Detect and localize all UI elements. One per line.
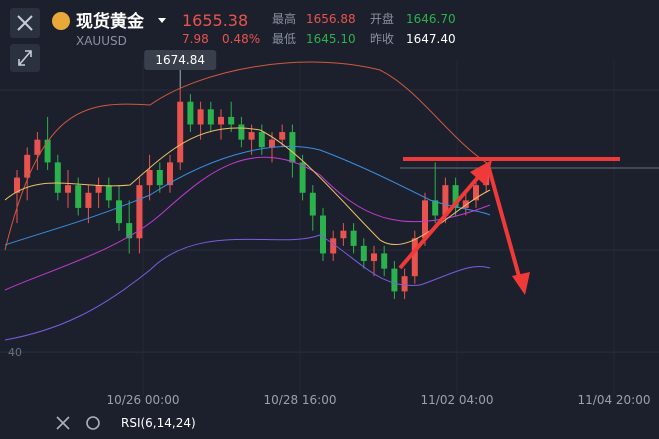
symbol-code: XAUUSD <box>76 34 127 48</box>
high-label: 最高 <box>272 11 296 26</box>
candle-body <box>24 154 31 178</box>
expand-icon <box>18 50 32 66</box>
candle-body <box>228 116 235 125</box>
bg-decor <box>0 89 659 251</box>
candle-body <box>411 238 418 277</box>
open-label: 开盘 <box>370 11 394 26</box>
price: 1655.38 <box>182 11 248 30</box>
annotation-arrows <box>398 157 620 295</box>
candle-body <box>126 223 133 239</box>
indicator-bar <box>0 405 659 439</box>
candle-body <box>330 238 337 254</box>
open-value: 1646.70 <box>406 12 456 26</box>
candle-body <box>258 132 265 148</box>
candle-body <box>289 132 296 163</box>
candle-body <box>452 185 459 208</box>
max-label-box <box>144 50 217 70</box>
candle-body <box>462 200 469 208</box>
x-tick-label: 10/28 16:00 <box>264 393 337 407</box>
dropdown-icon[interactable] <box>158 18 166 23</box>
candle-body <box>105 185 112 201</box>
x-tick-label: 11/02 04:00 <box>421 393 494 407</box>
candle-body <box>340 230 347 239</box>
candle-body <box>432 200 439 216</box>
candle-body <box>381 253 388 269</box>
candle-body <box>248 132 255 140</box>
candle-body <box>65 185 71 193</box>
candle-body <box>320 215 326 254</box>
candle-body <box>473 185 479 201</box>
change-pct: 0.48% <box>222 32 260 46</box>
candle-body <box>269 139 275 148</box>
settings-icon[interactable] <box>86 416 100 430</box>
x-tick-label: 10/26 00:00 <box>107 393 180 407</box>
candle-body <box>116 200 122 224</box>
candle-body <box>299 162 306 193</box>
candle-body <box>146 170 153 186</box>
candle-body <box>309 192 316 216</box>
candle-body <box>95 185 102 193</box>
candle-body <box>197 109 204 125</box>
high-value: 1656.88 <box>306 12 356 26</box>
candle-body <box>177 101 184 163</box>
candle-body <box>14 177 20 193</box>
candle-body <box>238 124 245 140</box>
low-value: 1645.10 <box>306 32 356 46</box>
y-tick-label: 40 <box>8 346 22 359</box>
candle-body <box>207 109 214 125</box>
max-label: 1674.84 <box>155 53 205 67</box>
candle-body <box>360 245 367 262</box>
candle-body <box>401 276 408 292</box>
indicator-close[interactable] <box>56 416 70 430</box>
change: 7.98 <box>182 32 209 46</box>
prev-label: 昨收 <box>370 32 394 46</box>
x-tick-label: 11/04 20:00 <box>578 393 651 407</box>
close-icon <box>17 15 33 31</box>
candle-body <box>85 192 92 208</box>
candle-body <box>422 200 428 239</box>
candle-body <box>442 185 449 216</box>
candle-body <box>279 132 286 140</box>
candle-body <box>187 101 194 125</box>
indicator-lines <box>4 61 491 341</box>
symbol-name[interactable]: 现货黄金 <box>76 11 145 32</box>
candle-body <box>54 162 61 193</box>
candle-body <box>34 139 41 155</box>
candle-body <box>371 253 377 262</box>
candle-body <box>391 268 398 292</box>
candle-body <box>167 162 173 186</box>
indicator-name: RSI(6,14,24) <box>121 416 196 430</box>
candle-body <box>75 185 82 208</box>
low-label: 最低 <box>272 32 296 46</box>
candle-body <box>350 230 357 246</box>
candle-body <box>136 185 143 239</box>
candle-body <box>44 139 51 163</box>
chart: 40 10/26 00:00 10/28 16:00 11/02 04:00 11/04… <box>0 50 659 407</box>
candle-body <box>218 116 224 125</box>
gold-icon <box>52 12 70 30</box>
prev-value: 1647.40 <box>406 32 456 46</box>
candle-body <box>156 170 163 186</box>
